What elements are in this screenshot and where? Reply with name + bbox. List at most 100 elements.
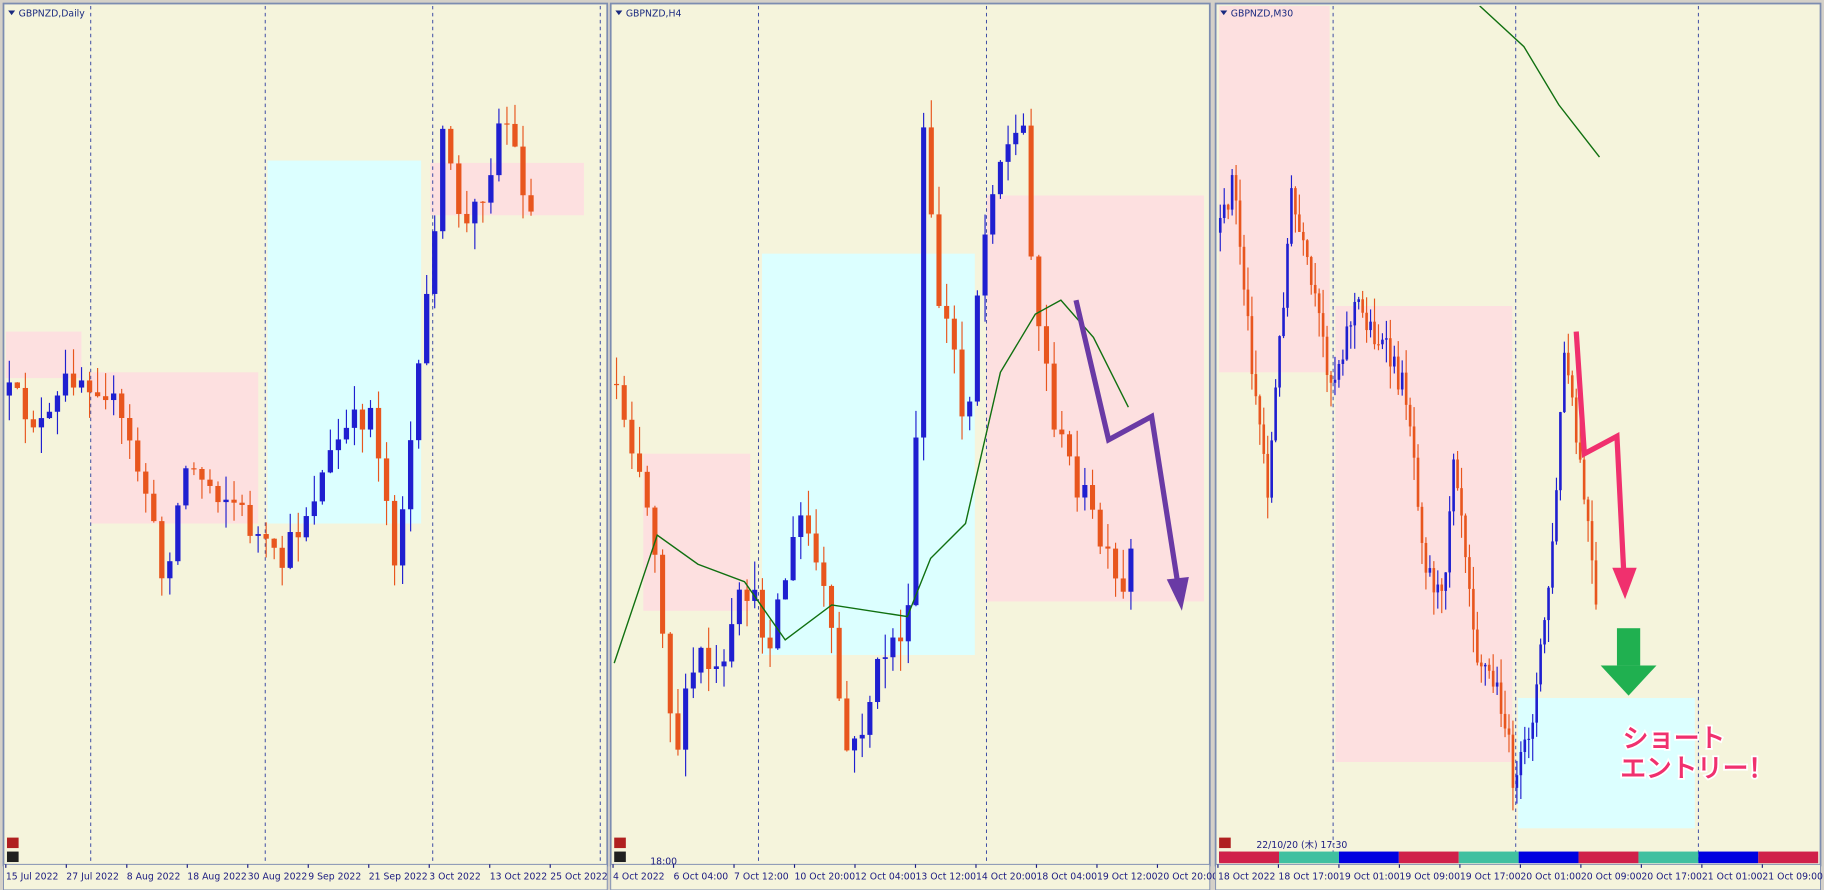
candle-body bbox=[1302, 231, 1305, 241]
candle-body bbox=[512, 123, 518, 147]
candle-body bbox=[1313, 284, 1317, 294]
candle-body bbox=[1436, 584, 1440, 593]
candle-body bbox=[721, 661, 727, 667]
time-label: 8 Aug 2022 bbox=[127, 871, 181, 882]
candle-body bbox=[1266, 453, 1270, 498]
candle-body bbox=[1515, 775, 1519, 788]
candle-body bbox=[62, 373, 69, 396]
candle-body bbox=[279, 547, 285, 568]
candle-body bbox=[102, 396, 109, 401]
time-label: 10 Oct 20:00 bbox=[795, 871, 856, 882]
candle-body bbox=[1369, 321, 1372, 331]
candle-body bbox=[255, 534, 261, 536]
candle-body bbox=[111, 393, 117, 401]
time-label: 21 Oct 01:00 bbox=[1702, 871, 1763, 882]
candle-body bbox=[391, 500, 398, 566]
candle-body bbox=[351, 409, 358, 428]
panel-icon bbox=[6, 851, 19, 863]
time-label: 3 Oct 2022 bbox=[429, 871, 481, 882]
session-bar bbox=[1398, 851, 1459, 864]
candle-body bbox=[1586, 499, 1590, 522]
candle-body bbox=[1543, 620, 1546, 645]
candle-body bbox=[335, 439, 342, 451]
candle-body bbox=[1567, 352, 1570, 376]
panel-icon bbox=[614, 837, 626, 849]
candle-body bbox=[22, 387, 29, 420]
session-bar bbox=[1458, 851, 1519, 864]
candle-body bbox=[660, 554, 666, 634]
candle-body bbox=[1460, 488, 1463, 516]
candle-body bbox=[1097, 509, 1103, 547]
candle-body bbox=[836, 627, 842, 699]
candle-body bbox=[1357, 299, 1360, 302]
candle-body bbox=[424, 293, 430, 364]
candle-body bbox=[1020, 125, 1026, 133]
candle-body bbox=[782, 580, 788, 600]
time-label: 18 Aug 2022 bbox=[187, 871, 247, 882]
candle-body bbox=[706, 647, 712, 669]
candle-body bbox=[303, 516, 309, 538]
candle-body bbox=[1309, 257, 1313, 285]
candle-body bbox=[690, 672, 696, 689]
candle-body bbox=[1507, 728, 1511, 735]
time-label: 18 Oct 04:00 bbox=[1036, 871, 1097, 882]
candle-body bbox=[1036, 256, 1042, 327]
candle-body bbox=[1428, 568, 1432, 573]
candle-body bbox=[675, 713, 681, 750]
candle-body bbox=[1274, 387, 1277, 441]
candle-body bbox=[898, 637, 904, 642]
candle-body bbox=[159, 521, 165, 579]
zone bbox=[430, 162, 584, 216]
candle-body bbox=[629, 419, 635, 454]
time-label: 30 Aug 2022 bbox=[248, 871, 308, 882]
panel-icon bbox=[1219, 837, 1231, 849]
zone bbox=[1335, 305, 1513, 762]
candle-body bbox=[790, 537, 796, 581]
moving-average bbox=[1479, 5, 1601, 158]
time-marker: 22/10/20 (木) 17:30 bbox=[1256, 839, 1347, 851]
zone bbox=[643, 453, 751, 611]
time-label: 19 Oct 01:00 bbox=[1339, 871, 1400, 882]
candle-body bbox=[1511, 734, 1515, 788]
candle-body bbox=[1424, 542, 1428, 573]
candle-body bbox=[1535, 684, 1538, 723]
candle-body bbox=[1278, 336, 1281, 388]
candle-body bbox=[683, 688, 689, 750]
time-label: 21 Oct 09:00 bbox=[1762, 871, 1823, 882]
candle-body bbox=[175, 505, 181, 562]
candle-body bbox=[1527, 738, 1531, 740]
candle-body bbox=[1051, 363, 1057, 430]
time-label: 18 Oct 17:00 bbox=[1278, 871, 1339, 882]
candle-body bbox=[287, 532, 293, 568]
candle-body bbox=[375, 407, 382, 459]
candle-body bbox=[1113, 548, 1119, 579]
candle-body bbox=[805, 515, 812, 534]
candle-body bbox=[1555, 490, 1558, 542]
moving-average bbox=[613, 299, 1129, 664]
candle-body bbox=[1270, 440, 1273, 498]
candle-body bbox=[223, 499, 229, 503]
candle-body bbox=[1495, 682, 1499, 687]
candle-body bbox=[183, 468, 189, 506]
session-bar bbox=[1518, 851, 1579, 864]
time-label: 19 Oct 12:00 bbox=[1097, 871, 1158, 882]
candle-body bbox=[982, 234, 988, 296]
candle-body bbox=[1090, 485, 1096, 510]
candle-body bbox=[713, 666, 719, 669]
candle-body bbox=[440, 128, 446, 232]
candle-body bbox=[1013, 132, 1019, 145]
candle-body bbox=[1120, 578, 1126, 592]
candle-body bbox=[215, 485, 221, 503]
candle-body bbox=[1128, 548, 1134, 592]
time-label: 9 Sep 2022 bbox=[308, 871, 361, 882]
candle-body bbox=[70, 373, 77, 388]
candle-body bbox=[959, 349, 965, 417]
candle-body bbox=[1373, 321, 1376, 345]
candle-body bbox=[882, 657, 888, 659]
candle-body bbox=[859, 734, 865, 739]
candle-body bbox=[167, 561, 173, 579]
candle-body bbox=[1523, 739, 1527, 752]
candle-body bbox=[1476, 629, 1479, 663]
chart-panel: GBPNZD,Daily 15 Jul 2022 27 Jul 2022 8 Aug … bbox=[2, 2, 609, 890]
candle-body bbox=[311, 501, 317, 517]
